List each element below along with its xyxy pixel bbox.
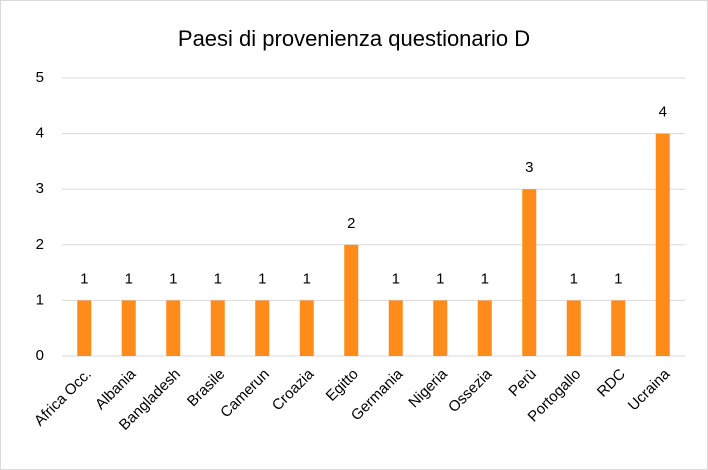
bar (344, 244, 359, 356)
bar (255, 300, 270, 356)
bar (121, 300, 136, 356)
bar (299, 300, 314, 356)
bar (477, 300, 492, 356)
bar (210, 300, 225, 356)
data-label: 1 (258, 270, 266, 287)
data-label: 1 (80, 270, 88, 287)
data-label: 1 (214, 270, 222, 287)
bar (611, 300, 626, 356)
bar (433, 300, 448, 356)
bar (522, 189, 537, 356)
bar (77, 300, 92, 356)
data-label: 4 (659, 104, 667, 121)
data-label: 1 (125, 270, 133, 287)
y-tick-label: 3 (36, 180, 44, 197)
chart-title: Paesi di provenienza questionario D (178, 26, 530, 51)
data-label: 3 (525, 159, 533, 176)
data-label: 1 (570, 270, 578, 287)
data-label: 1 (303, 270, 311, 287)
data-label: 1 (481, 270, 489, 287)
data-label: 2 (347, 215, 355, 232)
bar (566, 300, 581, 356)
y-tick-label: 1 (36, 291, 44, 308)
data-label: 1 (392, 270, 400, 287)
y-tick-label: 5 (36, 69, 44, 86)
bar (388, 300, 403, 356)
y-tick-label: 2 (36, 236, 44, 253)
y-tick-label: 0 (36, 347, 44, 364)
data-label: 1 (169, 270, 177, 287)
data-label: 1 (436, 270, 444, 287)
y-tick-label: 4 (36, 125, 44, 142)
bar (166, 300, 181, 356)
bar (655, 133, 670, 356)
data-label: 1 (614, 270, 622, 287)
